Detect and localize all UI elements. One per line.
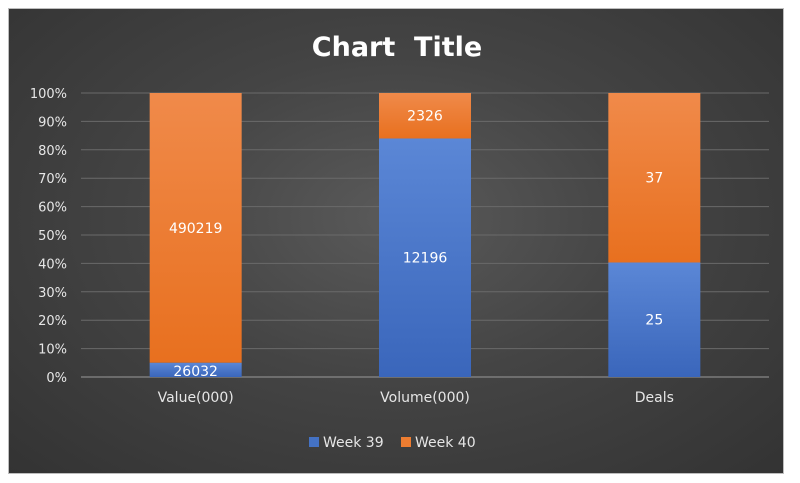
data-label: 26032 — [173, 364, 218, 380]
x-tick-label: Deals — [635, 390, 674, 406]
data-label: 37 — [645, 171, 663, 187]
y-tick-label: 100% — [30, 87, 67, 102]
y-tick-label: 60% — [38, 201, 67, 216]
legend-label: Week 40 — [415, 435, 476, 451]
y-tick-label: 40% — [38, 257, 67, 272]
y-tick-label: 50% — [38, 229, 67, 244]
x-tick-label: Volume(000) — [380, 390, 470, 406]
y-axis: 0% 10% 20% 30% 40% 50% 60% 70% 80% 90% 100% — [30, 87, 67, 386]
data-label: 12196 — [403, 251, 448, 267]
y-tick-label: 80% — [38, 144, 67, 159]
bars: 26032 490219 12196 2326 25 37 — [149, 93, 701, 380]
bar-segment — [149, 93, 242, 363]
chart-svg: Chart Title 0% 10% 20% 30% 40% 50% 60% 70% 80% 90… — [30, 32, 769, 451]
bar-segment — [379, 93, 471, 139]
y-tick-label: 30% — [38, 286, 67, 301]
y-tick-label: 90% — [38, 115, 67, 130]
y-tick-label: 70% — [38, 172, 67, 187]
legend: Week 39 Week 40 — [309, 435, 476, 451]
bar-segment — [608, 93, 701, 263]
data-label: 25 — [645, 313, 663, 329]
legend-swatch — [309, 437, 319, 447]
legend-swatch — [401, 437, 411, 447]
bar-segment — [149, 362, 242, 377]
bar-segment — [379, 138, 471, 377]
legend-label: Week 39 — [323, 435, 384, 451]
x-axis: Value(000) Volume(000) Deals — [158, 390, 674, 406]
data-label: 2326 — [407, 109, 443, 125]
chart-title: Chart Title — [312, 32, 482, 63]
x-tick-label: Value(000) — [158, 390, 234, 406]
y-tick-label: 10% — [38, 343, 67, 358]
bar-segment — [608, 262, 701, 377]
data-label: 490219 — [169, 221, 222, 237]
y-tick-label: 0% — [46, 371, 67, 386]
y-tick-label: 20% — [38, 314, 67, 329]
chart-frame: Chart Title 0% 10% 20% 30% 40% 50% 60% 70% 80% 90… — [8, 8, 784, 474]
